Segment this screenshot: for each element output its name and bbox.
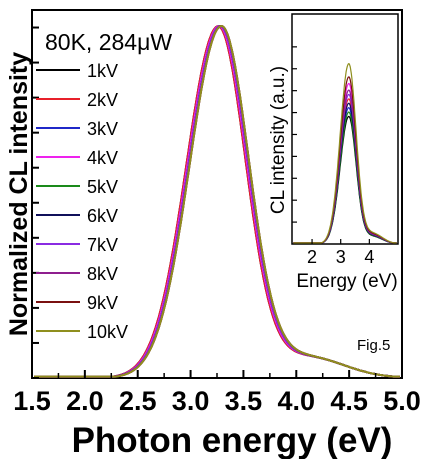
legend-label: 5kV xyxy=(87,177,118,197)
main-x-tick-label: 2.0 xyxy=(66,386,104,416)
figure-label: Fig.5 xyxy=(357,337,390,354)
main-x-tick-label: 3.0 xyxy=(172,386,210,416)
main-x-tick-label: 1.5 xyxy=(13,386,51,416)
legend-label: 4kV xyxy=(87,148,118,168)
legend-label: 2kV xyxy=(87,90,118,110)
main-curves xyxy=(34,24,400,378)
inset-curves xyxy=(293,63,397,244)
inset-y-axis-label: CL intensity (a.u.) xyxy=(268,66,289,214)
legend-label: 1kV xyxy=(87,61,118,81)
legend-label: 8kV xyxy=(87,264,118,284)
main-y-axis-ticks xyxy=(32,26,39,379)
main-x-tick-label: 4.0 xyxy=(278,386,316,416)
legend: 1kV 2kV 3kV 4kV 5kV 6kV 7kV 8kV 9kV 10kV xyxy=(36,61,128,342)
main-x-axis-label: Photon energy (eV) xyxy=(72,421,393,459)
inset-series-line-10kV xyxy=(293,63,397,244)
main-x-tick-label: 5.0 xyxy=(383,386,421,416)
legend-label: 3kV xyxy=(87,119,118,139)
main-y-axis-label: Normalized CL intensity xyxy=(5,52,33,336)
legend-label: 9kV xyxy=(87,293,118,313)
main-x-tick-label: 2.5 xyxy=(119,386,157,416)
inset-x-tick-label: 2 xyxy=(307,247,317,267)
condition-annotation: 80K, 284μW xyxy=(45,29,172,55)
main-x-tick-label: 3.5 xyxy=(225,386,263,416)
legend-label: 7kV xyxy=(87,235,118,255)
main-x-tick-label: 4.5 xyxy=(330,386,368,416)
main-series-line-10kV xyxy=(34,24,400,378)
inset-x-tick-label: 3 xyxy=(336,247,346,267)
main-x-axis-ticks: 1.5 2.0 2.5 3.0 3.5 4.0 4.5 5.0 xyxy=(13,370,421,416)
inset-x-tick-label: 4 xyxy=(364,247,374,267)
inset-x-axis-label: Energy (eV) xyxy=(296,271,397,292)
legend-label: 10kV xyxy=(87,322,128,342)
legend-label: 6kV xyxy=(87,206,118,226)
inset-plot-frame xyxy=(291,13,399,245)
